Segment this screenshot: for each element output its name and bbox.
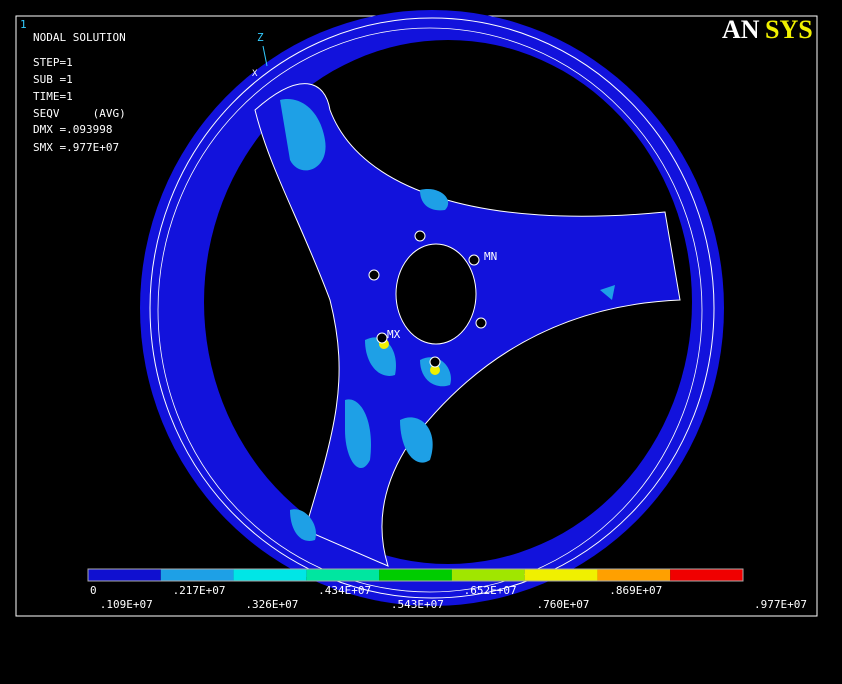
legend-label: .869E+07 xyxy=(609,584,662,597)
legend-swatch xyxy=(524,569,598,581)
legend-swatch xyxy=(451,569,525,581)
info-block: NODAL SOLUTION STEP=1 SUB =1 TIME=1 SEQV (AV… xyxy=(33,31,126,154)
legend-label: .217E+07 xyxy=(173,584,226,597)
hub-hole xyxy=(395,243,477,345)
legend-label: .543E+07 xyxy=(391,598,444,611)
wheel-model xyxy=(140,10,724,606)
legend-border xyxy=(87,568,744,582)
bolt-holes xyxy=(368,230,487,368)
legend-label: .109E+07 xyxy=(100,598,153,611)
legend-label: .977E+07 xyxy=(754,598,807,611)
legend-swatch xyxy=(670,569,743,581)
legend-label: .652E+07 xyxy=(464,584,517,597)
min-marker: MN xyxy=(484,250,497,263)
axis-triad xyxy=(262,45,268,67)
legend-swatch xyxy=(160,569,234,581)
info-line: DMX =.093998 xyxy=(33,123,112,136)
rim-edge xyxy=(157,27,703,593)
logo-sys: SYS xyxy=(765,15,813,44)
legend-label: .760E+07 xyxy=(536,598,589,611)
hot-spot xyxy=(430,365,440,375)
stress-patches xyxy=(280,99,615,541)
legend-swatch xyxy=(379,569,452,581)
color-legend: 0.109E+07 .217E+07 .326E+07 .434E+07 .543E+0… xyxy=(87,568,807,611)
window-number: 1 xyxy=(20,18,27,31)
axis-x: X xyxy=(252,69,258,79)
info-line: STEP=1 xyxy=(33,56,73,69)
info-line: NODAL SOLUTION xyxy=(33,31,126,44)
info-line: SEQV (AVG) xyxy=(33,107,126,120)
logo-an: AN xyxy=(722,15,760,44)
axis-z: Z xyxy=(257,31,264,44)
legend-swatch xyxy=(306,569,380,581)
info-line: SUB =1 xyxy=(33,73,73,86)
legend-swatch xyxy=(233,569,307,581)
max-marker: MX xyxy=(387,328,401,341)
legend-label: .434E+07 xyxy=(318,584,371,597)
info-line: SMX =.977E+07 xyxy=(33,141,119,154)
legend-label: .326E+07 xyxy=(245,598,298,611)
legend-swatch xyxy=(597,569,671,581)
legend-swatch xyxy=(88,569,161,581)
rim-edge xyxy=(149,17,715,599)
legend-label: 0 xyxy=(90,584,97,597)
info-line: TIME=1 xyxy=(33,90,73,103)
